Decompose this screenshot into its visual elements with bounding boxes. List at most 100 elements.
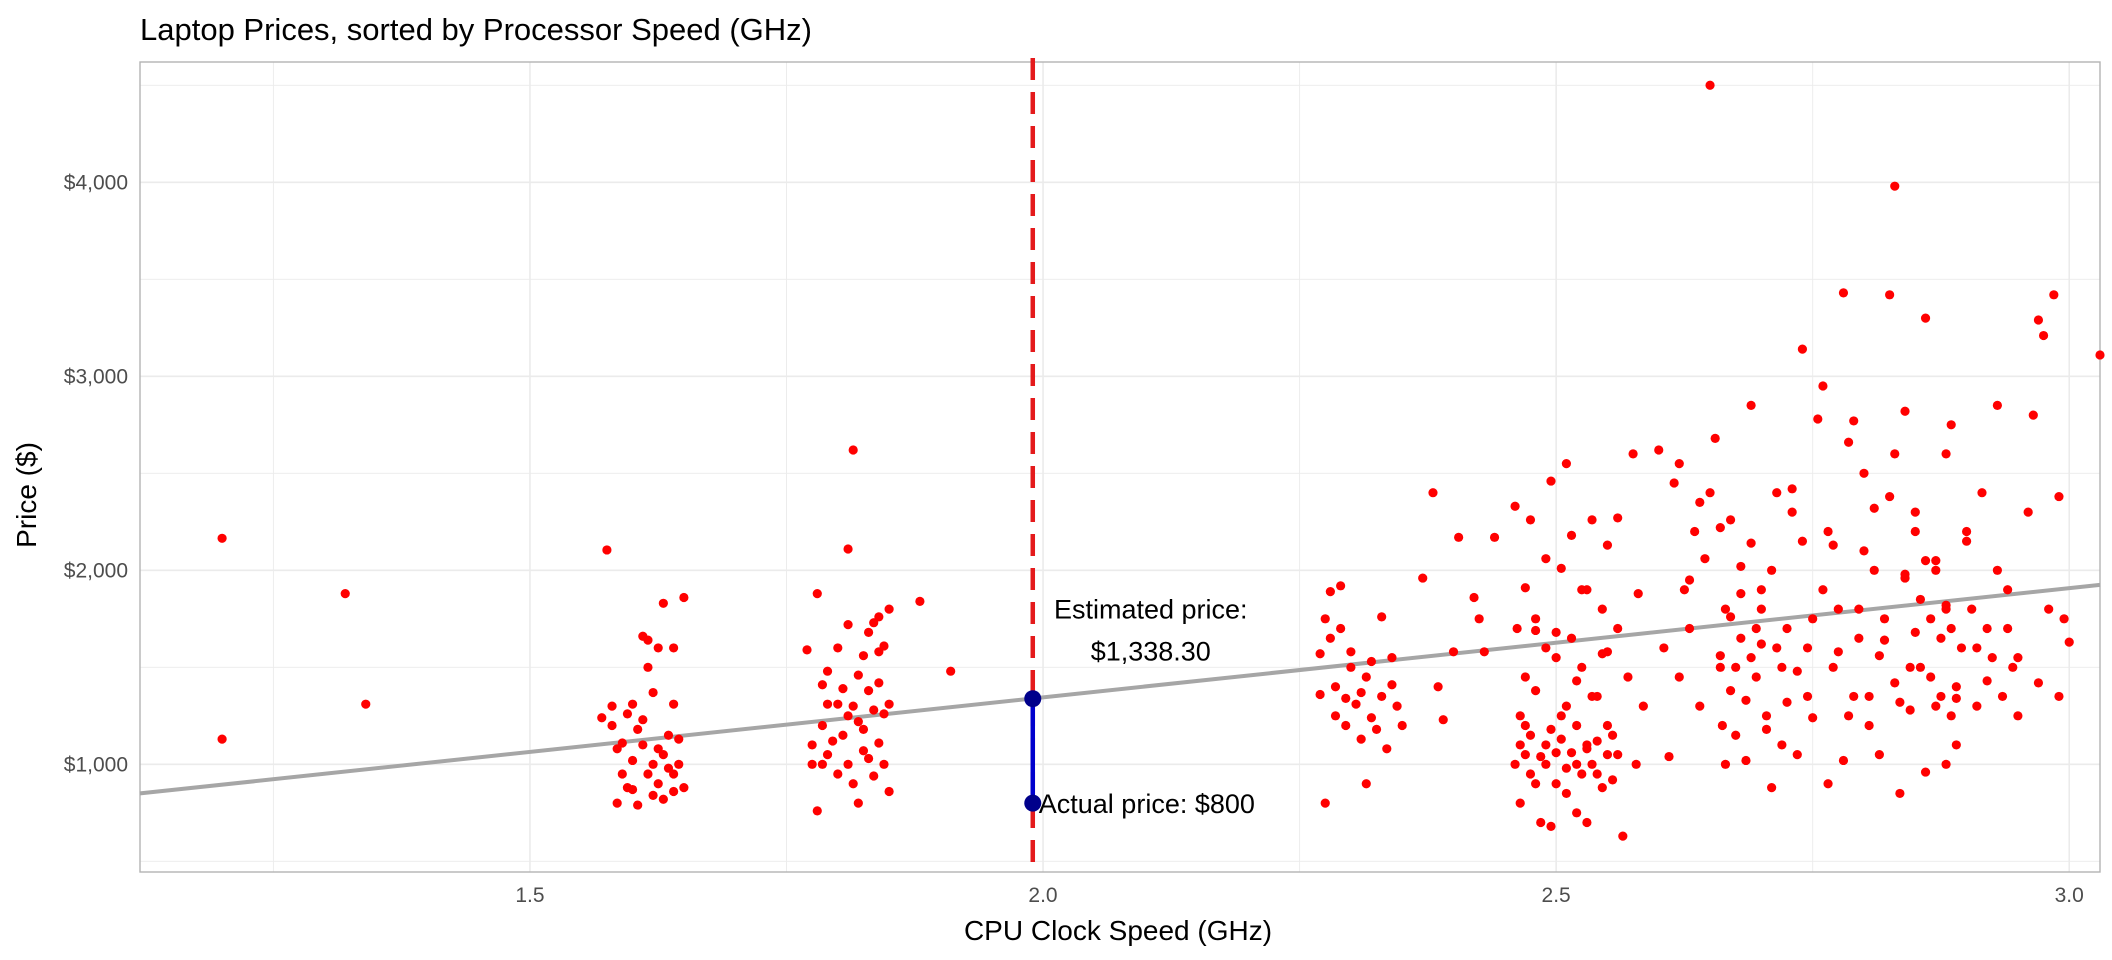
data-point xyxy=(674,734,684,744)
data-point xyxy=(1489,532,1500,542)
data-point xyxy=(1541,759,1551,769)
data-point xyxy=(2064,637,2074,647)
data-point xyxy=(1941,604,1951,614)
data-point xyxy=(1572,759,1582,769)
data-point xyxy=(812,588,822,599)
data-point xyxy=(1520,720,1530,731)
data-point xyxy=(822,750,833,760)
data-point xyxy=(1797,536,1808,546)
data-point xyxy=(817,759,828,769)
data-point xyxy=(1664,751,1674,762)
data-point xyxy=(2033,678,2044,688)
data-point xyxy=(1797,344,1808,354)
data-point xyxy=(1592,736,1602,746)
data-point xyxy=(1618,831,1628,841)
data-point xyxy=(1905,705,1915,715)
data-point xyxy=(1756,604,1766,614)
data-point xyxy=(1715,523,1725,533)
data-point xyxy=(1946,623,1956,634)
data-point xyxy=(1654,445,1664,455)
data-point xyxy=(843,620,853,630)
data-point xyxy=(1808,713,1818,723)
data-point xyxy=(1915,594,1926,605)
data-point xyxy=(1631,759,1641,769)
data-point xyxy=(1736,633,1746,643)
data-point xyxy=(1956,643,1967,653)
data-point xyxy=(1361,672,1371,682)
data-point xyxy=(1992,565,2002,575)
data-point xyxy=(617,769,627,779)
data-point xyxy=(1792,666,1802,676)
data-point xyxy=(1951,693,1961,703)
data-point xyxy=(617,738,627,748)
data-point xyxy=(1920,556,1931,566)
data-point xyxy=(1602,540,1613,550)
data-point xyxy=(2059,614,2069,624)
data-point xyxy=(848,445,858,455)
data-point xyxy=(1787,484,1797,494)
data-point xyxy=(1838,288,1849,298)
data-point xyxy=(643,662,653,672)
data-point xyxy=(1854,633,1864,643)
data-point xyxy=(1515,798,1525,808)
data-point xyxy=(669,769,679,779)
data-point xyxy=(1874,750,1884,760)
data-point xyxy=(1818,381,1828,391)
data-point xyxy=(1736,561,1746,572)
data-point xyxy=(874,612,884,622)
data-point xyxy=(1366,713,1377,723)
data-point xyxy=(1531,614,1541,624)
data-point xyxy=(1572,808,1582,818)
data-point xyxy=(1602,720,1613,731)
data-point xyxy=(1454,532,1464,542)
data-point xyxy=(869,705,879,715)
data-point xyxy=(1920,767,1931,777)
data-point xyxy=(2008,662,2018,672)
data-point xyxy=(1910,507,1920,517)
data-point xyxy=(802,645,812,655)
data-point xyxy=(1849,691,1859,702)
data-point xyxy=(1782,697,1792,707)
data-point xyxy=(1936,633,1946,643)
data-point xyxy=(833,643,843,653)
data-point xyxy=(1833,604,1843,614)
data-point xyxy=(1551,653,1561,663)
data-point xyxy=(1977,488,1987,498)
data-point xyxy=(863,753,874,764)
data-point xyxy=(1946,420,1956,430)
data-point xyxy=(1566,530,1577,540)
data-point xyxy=(1905,662,1915,672)
data-point xyxy=(638,715,648,725)
data-point xyxy=(1561,701,1571,711)
data-point xyxy=(1792,750,1802,760)
data-point xyxy=(1782,623,1792,634)
highlight-layer: Estimated price: $1,338.30 Actual price: $… xyxy=(1024,58,1255,872)
data-point xyxy=(1556,734,1566,744)
data-point xyxy=(658,750,668,760)
data-point xyxy=(2028,410,2038,420)
data-point xyxy=(2003,623,2013,634)
data-point xyxy=(1561,763,1571,773)
data-point xyxy=(663,730,674,740)
x-tick-label: 2.5 xyxy=(1542,884,1571,907)
data-point xyxy=(1992,400,2002,411)
data-point xyxy=(1613,750,1623,760)
data-point xyxy=(1512,623,1522,634)
data-point xyxy=(1366,656,1377,667)
data-point xyxy=(1705,80,1715,90)
data-point xyxy=(1397,720,1407,731)
data-point xyxy=(627,699,638,709)
data-point xyxy=(1602,647,1613,657)
data-point xyxy=(638,740,648,750)
data-point xyxy=(1828,662,1838,672)
data-point xyxy=(874,738,884,748)
data-point xyxy=(1577,769,1587,779)
data-point xyxy=(1695,701,1705,711)
data-point xyxy=(833,699,843,709)
y-tick-label: $3,000 xyxy=(64,365,128,388)
data-point xyxy=(1541,643,1551,653)
data-point xyxy=(838,730,848,740)
panel-border xyxy=(139,61,2101,873)
data-point xyxy=(1885,491,1895,502)
